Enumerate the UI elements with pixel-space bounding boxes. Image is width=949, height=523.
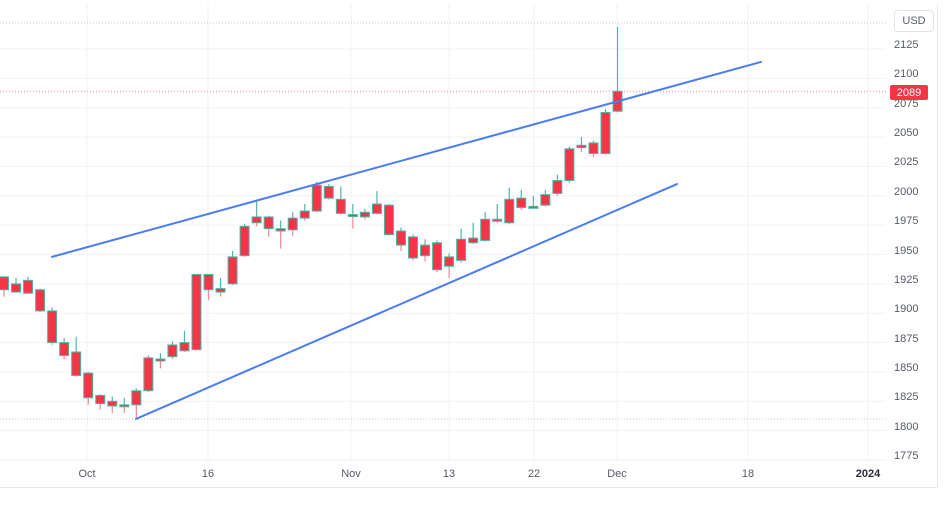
candle (600, 111, 611, 155)
candle (504, 198, 515, 224)
candle (47, 310, 58, 344)
candle (564, 148, 575, 182)
candle (83, 372, 94, 399)
candle (480, 218, 491, 241)
lower-trendline (135, 183, 678, 420)
candle (371, 203, 382, 214)
candle (143, 357, 154, 392)
candle (311, 184, 322, 212)
price-tick: 2075 (894, 97, 919, 110)
candle (11, 283, 22, 293)
candle (540, 194, 551, 206)
price-tick: 1900 (894, 303, 919, 316)
candle (420, 244, 431, 257)
price-tick: 1850 (894, 361, 919, 374)
candle (408, 236, 419, 259)
time-tick: 16 (201, 468, 215, 480)
candle (239, 225, 250, 257)
candle (215, 288, 226, 293)
candle (588, 142, 599, 155)
candle (107, 400, 118, 407)
candle (576, 144, 587, 149)
time-tick: 2024 (855, 468, 881, 480)
candle (71, 351, 82, 376)
price-tick: 1775 (894, 450, 919, 462)
price-tick: 2050 (894, 127, 919, 140)
price-tick: 2000 (894, 185, 919, 198)
candle (227, 256, 238, 285)
candle (287, 217, 298, 231)
candle (335, 198, 346, 214)
candle (95, 394, 106, 405)
candle (251, 216, 262, 224)
candle (528, 205, 539, 209)
candle (263, 216, 274, 230)
candle (23, 279, 34, 294)
candle (516, 197, 527, 209)
candle (347, 214, 358, 218)
candle (119, 404, 130, 408)
price-tick: 2100 (894, 68, 919, 81)
candle (299, 210, 310, 219)
chart-frame (0, 4, 938, 488)
candle (383, 204, 394, 236)
last-price-label: 2089 (890, 85, 928, 100)
candle (323, 185, 334, 199)
time-tick: Oct (78, 468, 96, 480)
upper-trendline (51, 60, 762, 258)
time-tick: 13 (442, 468, 456, 480)
candle (468, 237, 479, 244)
price-tick: 1825 (894, 391, 919, 404)
candle (59, 342, 70, 356)
candle (35, 289, 46, 312)
price-tick: 2025 (894, 156, 919, 169)
candle (444, 256, 455, 267)
price-tick: 1875 (894, 332, 919, 345)
price-tick: 1975 (894, 215, 919, 228)
currency-button[interactable]: USD (894, 10, 934, 32)
price-axis[interactable]: 2125 2100 2075 2050 2025 2000 1975 1950 1925 1900… (886, 0, 938, 484)
price-tick: 1925 (894, 273, 919, 286)
candle (167, 344, 178, 358)
candle (203, 273, 214, 291)
time-tick: 22 (527, 468, 541, 480)
candle (432, 242, 443, 271)
candle (179, 342, 190, 352)
candle (275, 228, 286, 232)
candle (395, 230, 406, 246)
price-tick: 1800 (894, 420, 919, 433)
candle (191, 273, 202, 351)
candle (155, 358, 166, 362)
candle (359, 211, 370, 218)
candle (131, 390, 142, 406)
time-tick: Nov (341, 468, 361, 480)
time-tick: 18 (741, 468, 755, 480)
candle (552, 180, 563, 194)
candle (0, 276, 9, 291)
price-tick: 2125 (894, 39, 919, 51)
time-tick: Dec (607, 468, 627, 480)
candle (492, 218, 503, 222)
price-tick: 1950 (894, 244, 919, 257)
candle (456, 238, 467, 261)
